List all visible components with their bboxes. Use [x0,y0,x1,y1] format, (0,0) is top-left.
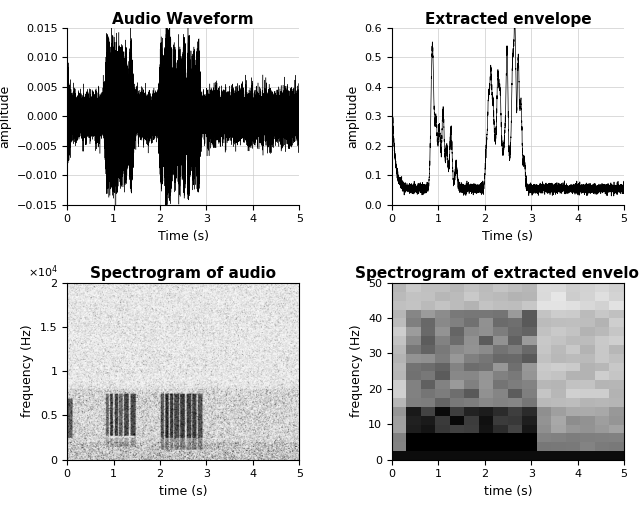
Y-axis label: frequency (Hz): frequency (Hz) [349,325,363,418]
X-axis label: Time (s): Time (s) [157,230,209,243]
X-axis label: Time (s): Time (s) [483,230,534,243]
Title: Extracted envelope: Extracted envelope [425,12,591,27]
Title: Audio Waveform: Audio Waveform [113,12,254,27]
Text: $\times10^4$: $\times10^4$ [28,264,58,280]
Y-axis label: frequency (Hz): frequency (Hz) [21,325,35,418]
Y-axis label: amplitude: amplitude [0,85,11,148]
Y-axis label: amplitude: amplitude [346,85,359,148]
X-axis label: time (s): time (s) [159,485,207,498]
X-axis label: time (s): time (s) [484,485,532,498]
Title: Spectrogram of extracted envelope: Spectrogram of extracted envelope [355,267,640,281]
Title: Spectrogram of audio: Spectrogram of audio [90,267,276,281]
